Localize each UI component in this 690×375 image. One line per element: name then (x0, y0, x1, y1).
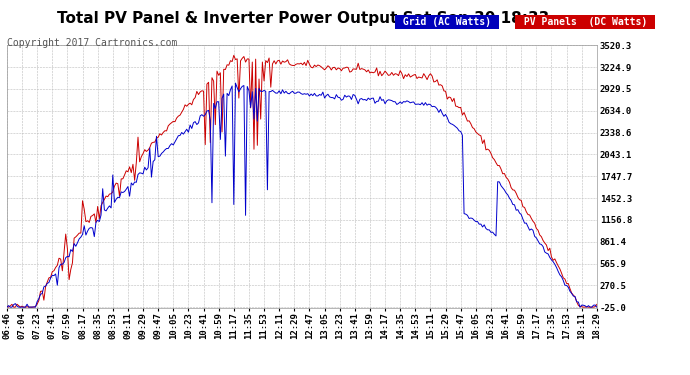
Text: PV Panels  (DC Watts): PV Panels (DC Watts) (518, 17, 653, 27)
Text: Copyright 2017 Cartronics.com: Copyright 2017 Cartronics.com (7, 38, 177, 48)
Text: Total PV Panel & Inverter Power Output Sat Sep 30 18:33: Total PV Panel & Inverter Power Output S… (57, 11, 550, 26)
Text: Grid (AC Watts): Grid (AC Watts) (397, 17, 497, 27)
